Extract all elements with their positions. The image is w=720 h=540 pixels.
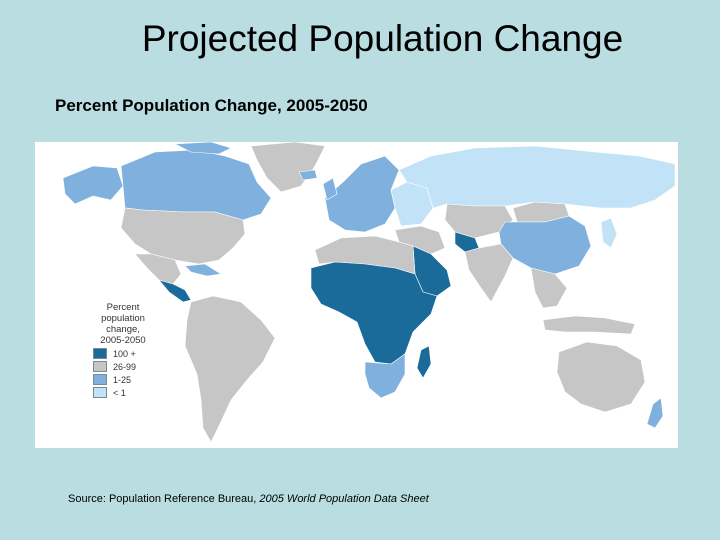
region-sub-saharan-africa xyxy=(310,261,438,365)
legend-item-26-99: 26-99 xyxy=(93,361,163,372)
region-australia xyxy=(556,341,646,413)
slide-title: Projected Population Change xyxy=(141,18,624,59)
region-southern-africa xyxy=(364,353,406,399)
region-alaska xyxy=(62,165,124,205)
region-south-asia xyxy=(464,243,514,303)
region-uk xyxy=(298,169,338,201)
world-map: Percent population change, 2005-2050 100… xyxy=(35,142,678,448)
world-map-svg xyxy=(62,142,676,443)
legend-item-1-25: 1-25 xyxy=(93,374,163,385)
region-canada-islands xyxy=(174,142,232,155)
region-indonesia xyxy=(542,315,636,335)
region-russia xyxy=(398,145,676,209)
legend-label: 100 + xyxy=(113,348,136,359)
region-caribbean xyxy=(184,263,222,277)
legend-item-under-1: < 1 xyxy=(93,387,163,398)
legend-item-100-plus: 100 + xyxy=(93,348,163,359)
region-japan xyxy=(600,217,618,249)
source-publication: 2005 World Population Data Sheet xyxy=(259,493,429,505)
region-eastern-europe xyxy=(390,181,434,227)
legend-title: Percent population change, 2005-2050 xyxy=(100,302,146,346)
region-new-zealand xyxy=(646,397,664,429)
source-prefix: Source: Population Reference Bureau, xyxy=(68,493,260,505)
region-south-america xyxy=(184,295,276,443)
legend-label: < 1 xyxy=(113,387,126,398)
region-china xyxy=(498,215,592,275)
legend-swatch xyxy=(93,387,107,398)
region-canada xyxy=(120,149,272,221)
legend-swatch xyxy=(93,361,107,372)
region-united-states xyxy=(120,207,246,265)
region-southeast-asia xyxy=(530,267,568,309)
region-greenland xyxy=(250,142,326,193)
legend-swatch xyxy=(93,348,107,359)
region-central-america xyxy=(158,279,192,303)
source-citation: Source: Population Reference Bureau, 200… xyxy=(68,493,429,505)
region-madagascar xyxy=(416,345,432,379)
region-mexico xyxy=(134,253,182,285)
map-legend: Percent population change, 2005-2050 100… xyxy=(83,302,163,398)
map-subtitle: Percent Population Change, 2005-2050 xyxy=(55,96,368,115)
legend-label: 1-25 xyxy=(113,374,132,385)
legend-label: 26-99 xyxy=(113,361,137,372)
legend-swatch xyxy=(93,374,107,385)
